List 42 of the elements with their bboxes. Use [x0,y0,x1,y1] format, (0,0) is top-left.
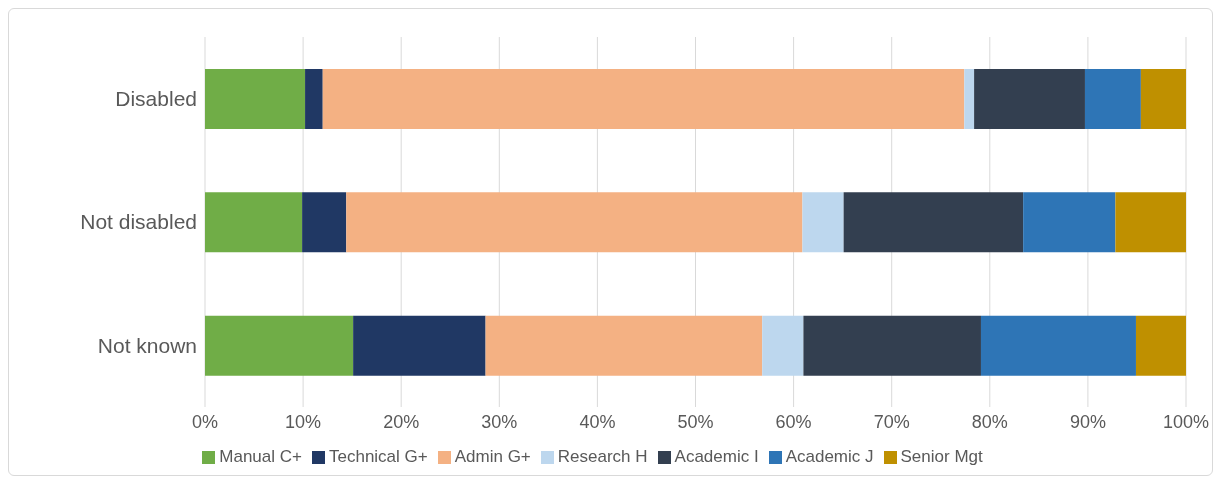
legend-label: Research H [557,447,648,466]
bar [802,192,844,253]
legend-label: Senior Mgt [900,447,983,466]
bar [980,315,1136,376]
bar [974,69,1085,129]
bar [1115,192,1186,253]
legend-label: Academic I [674,447,759,466]
bar [1023,192,1116,253]
y-tick-label: Not known [97,333,197,357]
x-tick-label: 20% [383,411,420,432]
legend-label: Manual C+ [219,447,302,466]
x-tick-label: 60% [775,411,812,432]
bar [1140,69,1186,129]
bar [1084,69,1141,129]
bar [205,315,354,376]
x-tick-label: 30% [481,411,518,432]
bar [843,192,1024,253]
bar [353,315,486,376]
x-tick-label: 80% [971,411,1008,432]
bar [205,69,306,129]
bar [205,192,303,253]
x-tick-label: 0% [191,411,219,432]
bar [964,69,975,129]
x-tick-label: 40% [579,411,616,432]
y-tick-label: Not disabled [80,210,197,234]
x-tick-label: 70% [873,411,910,432]
bar [346,192,803,253]
x-tick-label: 100% [1162,411,1210,432]
x-tick-label: 10% [285,411,322,432]
y-tick-label: Disabled [115,87,197,111]
bar [305,69,323,129]
x-tick-label: 50% [677,411,714,432]
legend-label: Admin G+ [454,447,531,466]
legend-label: Academic J [785,447,874,466]
bar [762,315,804,376]
x-tick-label: 90% [1069,411,1106,432]
bar [1135,315,1186,376]
bar [803,315,981,376]
bar [302,192,347,253]
bar [485,315,763,376]
legend-label: Technical G+ [328,447,428,466]
bar [322,69,965,129]
